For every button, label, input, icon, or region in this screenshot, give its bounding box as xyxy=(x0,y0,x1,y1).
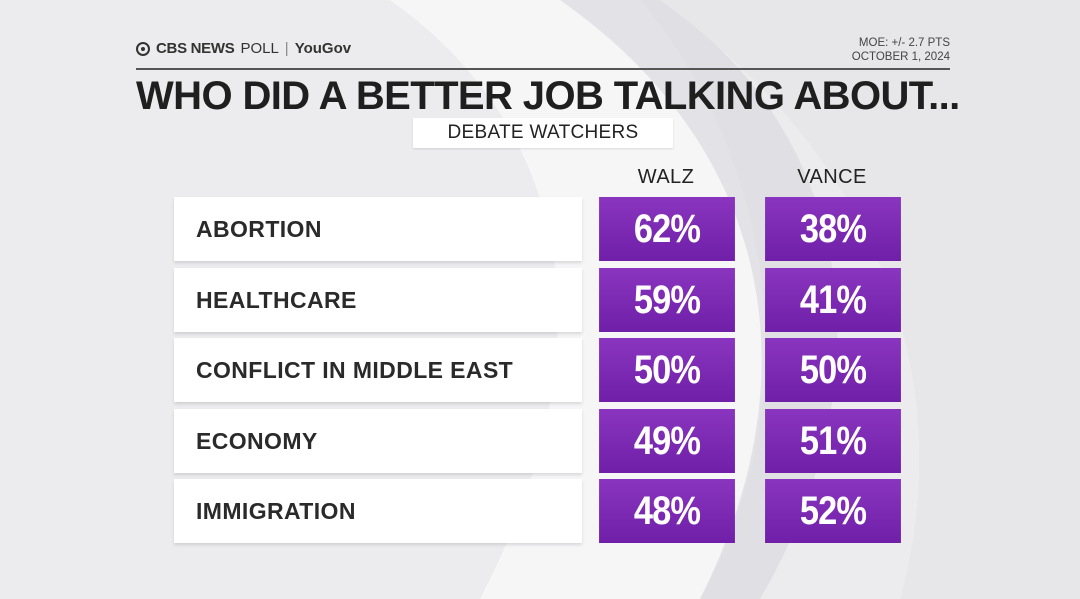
chart-subtitle: DEBATE WATCHERS xyxy=(413,118,673,148)
row-label: HEALTHCARE xyxy=(174,268,582,332)
walz-value: 50% xyxy=(599,338,735,402)
moe-block: MOE: +/- 2.7 PTS OCTOBER 1, 2024 xyxy=(852,36,950,64)
date-text: OCTOBER 1, 2024 xyxy=(851,51,950,63)
walz-value: 59% xyxy=(599,268,735,332)
moe-text: MOE: +/- 2.7 PTS xyxy=(858,37,950,49)
row-label: CONFLICT IN MIDDLE EAST xyxy=(174,338,582,402)
brand-poll: POLL xyxy=(240,40,279,57)
walz-value: 48% xyxy=(599,479,735,543)
row-label: ECONOMY xyxy=(174,409,582,473)
vance-value: 50% xyxy=(765,338,901,402)
cbs-eye-icon xyxy=(136,41,150,56)
brand-separator: | xyxy=(284,40,289,57)
table-row: ABORTION 62% 38% xyxy=(174,197,912,261)
walz-value: 62% xyxy=(599,197,735,261)
column-header-vance: VANCE xyxy=(797,166,867,188)
vance-value: 51% xyxy=(765,409,901,473)
vance-value: 38% xyxy=(765,197,901,261)
header-rule xyxy=(136,68,950,70)
table-row: ECONOMY 49% 51% xyxy=(174,409,912,473)
vance-value: 52% xyxy=(765,479,901,543)
vance-value: 41% xyxy=(765,268,901,332)
table-row: HEALTHCARE 59% 41% xyxy=(174,268,912,332)
row-label: IMMIGRATION xyxy=(174,479,582,543)
table-row: IMMIGRATION 48% 52% xyxy=(174,479,912,543)
chart-title: WHO DID A BETTER JOB TALKING ABOUT... xyxy=(136,74,960,118)
column-header-walz: WALZ xyxy=(637,166,695,188)
row-label: ABORTION xyxy=(174,197,582,261)
table-row: CONFLICT IN MIDDLE EAST 50% 50% xyxy=(174,338,912,402)
walz-value: 49% xyxy=(599,409,735,473)
brand-cbs: CBS NEWS xyxy=(156,40,235,57)
brand-yougov: YouGov xyxy=(294,40,352,57)
brand-logo: CBS NEWS POLL | YouGov xyxy=(136,40,351,57)
